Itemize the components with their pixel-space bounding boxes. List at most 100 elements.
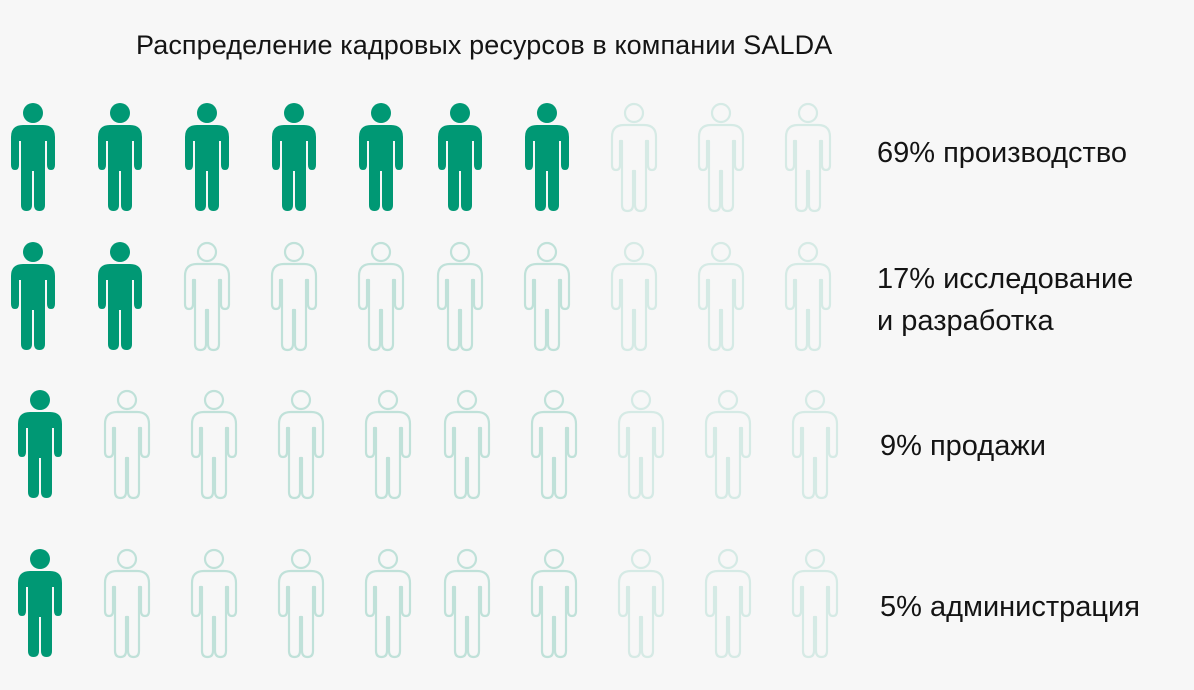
- person-icon-filled: [272, 103, 316, 211]
- row-label-line: 5% администрация: [880, 591, 1140, 623]
- person-icon-outline: [791, 548, 839, 659]
- person-body: [272, 125, 316, 211]
- person-icon-filled: [98, 242, 142, 350]
- person-icon-outline: [443, 548, 491, 659]
- person-icon-outline: [443, 389, 491, 500]
- person-icon-filled: [359, 103, 403, 211]
- person-head: [197, 103, 217, 123]
- person-icon-filled: [11, 103, 55, 211]
- person-icon-outline: [784, 241, 832, 352]
- person-body: [359, 125, 403, 211]
- person-head: [377, 548, 399, 570]
- person-head: [623, 241, 645, 263]
- person-body: [11, 264, 55, 350]
- person-head: [630, 548, 652, 570]
- person-icon-outline: [530, 389, 578, 500]
- person-body: [791, 410, 839, 500]
- person-body: [443, 410, 491, 500]
- person-head: [537, 103, 557, 123]
- person-head: [116, 389, 138, 411]
- person-icon-outline: [270, 241, 318, 352]
- person-body: [784, 262, 832, 352]
- row-label-line: и разработка: [877, 305, 1054, 337]
- person-head: [456, 389, 478, 411]
- person-body: [525, 125, 569, 211]
- person-body: [364, 569, 412, 659]
- person-body: [523, 262, 571, 352]
- person-head: [290, 389, 312, 411]
- person-body: [617, 569, 665, 659]
- person-icon-outline: [277, 389, 325, 500]
- person-head: [23, 242, 43, 262]
- person-body: [11, 125, 55, 211]
- person-body: [438, 125, 482, 211]
- person-body: [190, 569, 238, 659]
- person-body: [18, 571, 62, 657]
- person-icon-outline: [610, 241, 658, 352]
- person-head: [203, 389, 225, 411]
- row-label-admin: 5% администрация: [880, 585, 1140, 629]
- person-body: [704, 569, 752, 659]
- person-icon-outline: [436, 241, 484, 352]
- person-head: [196, 241, 218, 263]
- person-icon-outline: [190, 389, 238, 500]
- person-head: [449, 241, 471, 263]
- person-icon-filled: [438, 103, 482, 211]
- person-body: [436, 262, 484, 352]
- person-body: [443, 569, 491, 659]
- person-head: [710, 241, 732, 263]
- person-head: [623, 102, 645, 124]
- person-body: [530, 569, 578, 659]
- person-body: [103, 569, 151, 659]
- person-head: [543, 389, 565, 411]
- person-icon-filled: [18, 549, 62, 657]
- person-body: [357, 262, 405, 352]
- person-icon-outline: [357, 241, 405, 352]
- person-body: [364, 410, 412, 500]
- person-body: [784, 123, 832, 213]
- person-body: [617, 410, 665, 500]
- person-icon-outline: [364, 548, 412, 659]
- person-head: [543, 548, 565, 570]
- person-body: [103, 410, 151, 500]
- row-label-line: 17% исследование: [877, 263, 1134, 295]
- person-head: [203, 548, 225, 570]
- person-icon-outline: [791, 389, 839, 500]
- row-label-research: 17% исследование и разработка: [877, 257, 1133, 343]
- person-body: [98, 125, 142, 211]
- person-icon-outline: [103, 548, 151, 659]
- person-head: [804, 548, 826, 570]
- person-icon-filled: [11, 242, 55, 350]
- person-icon-outline: [183, 241, 231, 352]
- person-icon-outline: [610, 102, 658, 213]
- person-body: [530, 410, 578, 500]
- person-body: [610, 262, 658, 352]
- person-body: [610, 123, 658, 213]
- row-label-sales: 9% продажи: [880, 424, 1046, 468]
- person-head: [717, 548, 739, 570]
- person-icon-outline: [704, 548, 752, 659]
- person-head: [536, 241, 558, 263]
- person-icon-filled: [98, 103, 142, 211]
- person-icon-outline: [523, 241, 571, 352]
- person-head: [116, 548, 138, 570]
- person-icon-outline: [617, 548, 665, 659]
- person-head: [370, 241, 392, 263]
- person-body: [697, 262, 745, 352]
- person-head: [630, 389, 652, 411]
- person-icon-outline: [617, 389, 665, 500]
- person-head: [797, 102, 819, 124]
- person-body: [277, 569, 325, 659]
- person-head: [710, 102, 732, 124]
- person-head: [23, 103, 43, 123]
- person-head: [110, 103, 130, 123]
- person-icon-outline: [704, 389, 752, 500]
- person-icon-outline: [530, 548, 578, 659]
- row-label-production: 69% производство: [877, 131, 1127, 175]
- person-head: [283, 241, 305, 263]
- person-body: [791, 569, 839, 659]
- person-body: [18, 412, 62, 498]
- row-label-line: 9% продажи: [880, 430, 1046, 462]
